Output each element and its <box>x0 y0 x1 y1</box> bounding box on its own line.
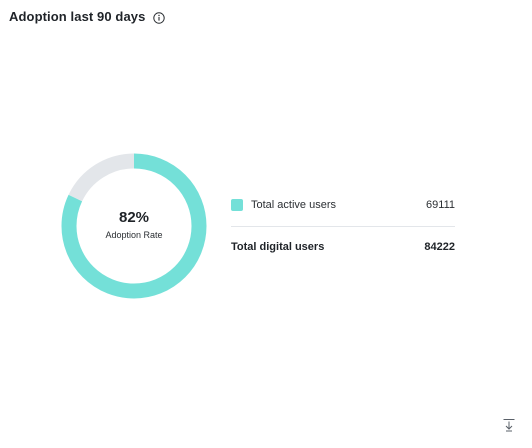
adoption-rate-label: Adoption Rate <box>105 230 163 240</box>
legend-swatch <box>231 199 243 211</box>
legend-value: 69111 <box>426 199 455 211</box>
legend-item-active-users: Total active users 69111 <box>231 193 455 217</box>
card-title: Adoption last 90 days <box>9 9 146 24</box>
legend: Total active users 69111 Total digital u… <box>231 193 455 259</box>
legend-divider <box>231 226 455 227</box>
download-icon[interactable] <box>502 418 516 432</box>
adoption-rate-value: 82% <box>118 209 150 226</box>
total-label: Total digital users <box>231 241 325 253</box>
donut-svg <box>61 153 207 299</box>
legend-label: Total active users <box>251 199 336 211</box>
donut-chart: 82% Adoption Rate <box>59 151 209 301</box>
total-value: 84222 <box>424 241 455 253</box>
card-header: Adoption last 90 days <box>9 9 166 24</box>
info-circle-icon[interactable] <box>153 11 166 24</box>
donut-slice-1[interactable] <box>61 153 207 299</box>
total-row: Total digital users 84222 <box>231 235 455 259</box>
donut-center: 82% Adoption Rate <box>59 151 209 301</box>
